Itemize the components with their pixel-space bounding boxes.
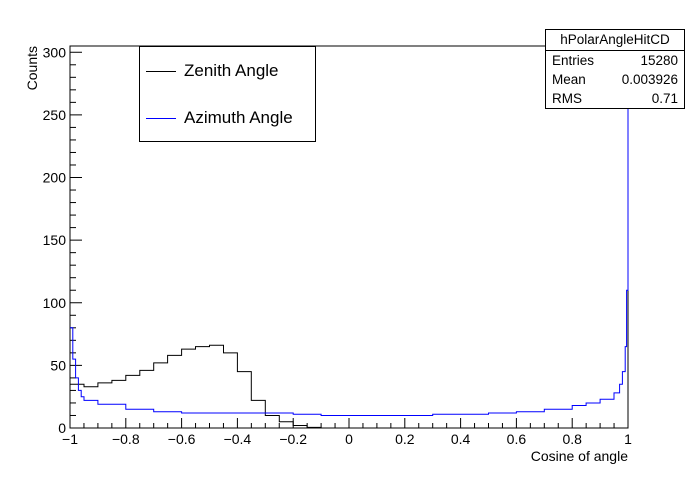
series-zenith-line <box>70 344 322 428</box>
y-tick-label: 50 <box>50 357 66 373</box>
y-tick-label: 200 <box>43 170 67 186</box>
legend-swatch-azimuth <box>146 117 176 119</box>
x-tick-label: −0.8 <box>112 431 140 447</box>
legend-label-zenith: Zenith Angle <box>184 61 279 80</box>
legend-label-azimuth: Azimuth Angle <box>184 108 293 127</box>
y-tick-label: 0 <box>58 420 66 436</box>
x-axis-label: Cosine of angle <box>531 448 629 464</box>
stats-row-rms: RMS 0.71 <box>546 89 684 108</box>
stats-label: Mean <box>552 72 586 87</box>
x-tick-label: 1 <box>624 431 632 447</box>
stats-value: 0.003926 <box>621 72 678 87</box>
y-tick-label: 100 <box>43 295 67 311</box>
series-azimuth-line <box>70 102 629 416</box>
legend-entry-azimuth: Azimuth Angle <box>146 106 293 130</box>
stats-row-entries: Entries 15280 <box>546 51 684 70</box>
y-tick-label: 150 <box>43 232 67 248</box>
stats-box: hPolarAngleHitCD Entries 15280 Mean 0.00… <box>545 29 685 109</box>
stats-title: hPolarAngleHitCD <box>546 30 684 51</box>
x-tick-label: 0.8 <box>562 431 582 447</box>
x-tick-label: 0.4 <box>451 431 471 447</box>
stats-label: Entries <box>552 53 595 68</box>
stats-value: 15280 <box>640 53 678 68</box>
x-tick-label: 0.2 <box>395 431 415 447</box>
legend: Zenith Angle Azimuth Angle <box>139 46 316 142</box>
series-layer <box>70 102 629 428</box>
x-tick-label: −1 <box>62 431 78 447</box>
y-axis: 0 50 100 150 200 250 300 <box>43 44 82 436</box>
y-tick-label: 250 <box>43 107 67 123</box>
x-axis: −1 −0.8 −0.6 −0.4 −0.2 0 0.2 0.4 0.6 0.8 1 <box>62 418 632 447</box>
x-tick-label: 0 <box>345 431 353 447</box>
y-tick-label: 300 <box>43 44 67 60</box>
stats-row-mean: Mean 0.003926 <box>546 70 684 89</box>
x-tick-label: 0.6 <box>507 431 527 447</box>
y-axis-label: Counts <box>24 46 40 90</box>
stats-label: RMS <box>552 91 582 106</box>
legend-swatch-zenith <box>146 70 176 72</box>
stats-value: 0.71 <box>651 91 678 106</box>
x-tick-label: −0.6 <box>168 431 196 447</box>
legend-entry-zenith: Zenith Angle <box>146 59 279 83</box>
x-tick-label: −0.4 <box>224 431 252 447</box>
x-tick-label: −0.2 <box>279 431 307 447</box>
